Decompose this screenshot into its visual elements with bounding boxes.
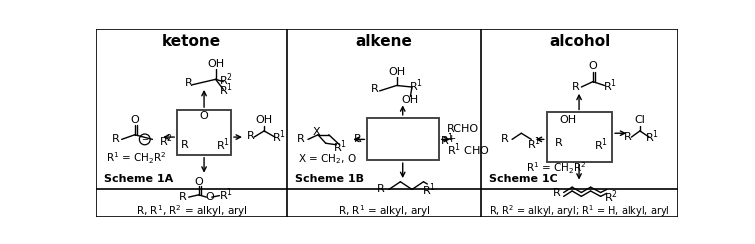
Text: OH: OH [207, 59, 224, 69]
Text: alcohol: alcohol [549, 34, 611, 49]
Text: R$^1$: R$^1$ [526, 135, 541, 152]
Text: R: R [371, 84, 379, 94]
Text: X: X [313, 127, 320, 137]
Text: R$^1$: R$^1$ [646, 129, 659, 145]
Text: R: R [181, 140, 189, 150]
Text: R: R [553, 188, 561, 198]
Text: OH: OH [388, 67, 405, 77]
Text: R: R [554, 138, 562, 148]
Text: R$^1$: R$^1$ [440, 131, 455, 148]
Text: Scheme 1B: Scheme 1B [295, 174, 364, 184]
Text: R: R [246, 131, 254, 141]
Text: R$^1$: R$^1$ [422, 181, 436, 198]
Text: X = CH$_2$, O: X = CH$_2$, O [298, 152, 356, 165]
Text: R, R$^2$ = alkyl, aryl; R$^1$ = H, alkyl, aryl: R, R$^2$ = alkyl, aryl; R$^1$ = H, alkyl… [489, 203, 670, 219]
Text: R$^1$: R$^1$ [332, 138, 347, 155]
Text: R$^1$: R$^1$ [219, 81, 233, 98]
Text: O: O [205, 192, 214, 202]
Bar [367, 118, 439, 160]
Text: +: + [447, 134, 456, 144]
Text: Cl: Cl [634, 115, 646, 125]
Text: R$^1$ = CH$_2$R$^2$: R$^1$ = CH$_2$R$^2$ [526, 160, 587, 176]
Text: R: R [112, 134, 119, 144]
Text: OH: OH [402, 95, 419, 105]
Text: R, R$^1$ = alkyl, aryl: R, R$^1$ = alkyl, aryl [337, 203, 430, 219]
Text: R$^2$: R$^2$ [159, 133, 173, 149]
Text: R: R [185, 78, 193, 88]
Text: R: R [354, 134, 362, 144]
Text: R, R$^1$, R$^2$ = alkyl, aryl: R, R$^1$, R$^2$ = alkyl, aryl [136, 203, 248, 219]
Text: OH: OH [255, 115, 273, 125]
Text: O: O [199, 111, 208, 121]
Text: R$^1$ = CH$_2$R$^2$: R$^1$ = CH$_2$R$^2$ [106, 151, 166, 166]
Text: R$^1$: R$^1$ [408, 77, 423, 94]
Text: R$^1$: R$^1$ [219, 186, 233, 203]
Text: R: R [179, 192, 186, 202]
Text: Scheme 1A: Scheme 1A [104, 174, 173, 184]
Text: OH: OH [559, 115, 576, 125]
Text: R: R [501, 134, 508, 144]
Text: R: R [297, 134, 304, 144]
Text: R$^1$: R$^1$ [216, 136, 230, 153]
Bar [177, 110, 231, 155]
Text: R: R [572, 82, 580, 92]
Text: R$^1$ CHO: R$^1$ CHO [447, 141, 489, 158]
Text: alkene: alkene [356, 34, 413, 49]
Text: O: O [589, 61, 597, 71]
Text: ketone: ketone [162, 34, 221, 49]
Text: Scheme 1C: Scheme 1C [489, 174, 558, 184]
Text: RCHO: RCHO [447, 124, 479, 134]
Bar [547, 112, 612, 162]
Text: R$^2$: R$^2$ [219, 71, 233, 88]
Text: R: R [624, 132, 631, 142]
Text: O: O [131, 115, 139, 125]
Text: R$^1$: R$^1$ [602, 77, 617, 94]
Text: R$^1$: R$^1$ [272, 129, 286, 145]
Text: R$^2$: R$^2$ [604, 189, 618, 205]
Text: O: O [194, 177, 203, 187]
Text: R: R [378, 184, 385, 194]
Text: −: − [141, 135, 148, 144]
Text: R$^1$: R$^1$ [593, 136, 608, 153]
